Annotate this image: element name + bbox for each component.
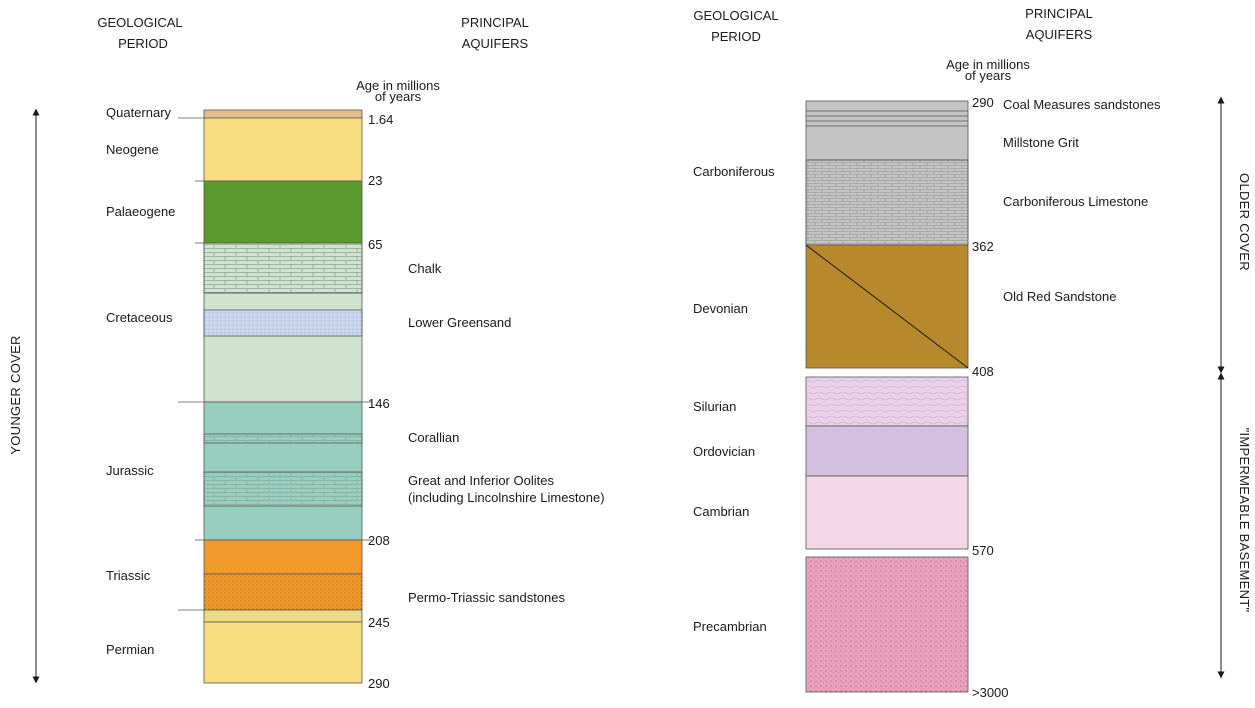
right-age-label-line1: Age in millions xyxy=(946,57,1030,72)
age-1-64: 1.64 xyxy=(368,112,393,127)
layer-carboniferous-limestone-pattern xyxy=(805,159,969,246)
basement-label: "IMPERMEABLE BASEMENT" xyxy=(1237,428,1252,613)
period-cambrian: Cambrian xyxy=(693,504,749,519)
aquifer-lower-greensand: Lower Greensand xyxy=(408,315,511,330)
age-245: 245 xyxy=(368,615,390,630)
period-permian: Permian xyxy=(106,642,154,657)
layer-oolites-pattern xyxy=(203,471,363,507)
layer-permian xyxy=(203,621,363,684)
layer-ordovician xyxy=(805,425,969,477)
period-triassic: Triassic xyxy=(106,568,151,583)
age-3000: >3000 xyxy=(972,685,1009,700)
age-290-left: 290 xyxy=(368,676,390,691)
aquifer-corallian: Corallian xyxy=(408,430,459,445)
aquifer-carboniferous-limestone: Carboniferous Limestone xyxy=(1003,194,1148,209)
layer-neogene xyxy=(203,117,363,182)
left-header-aquifers-line1: PRINCIPAL xyxy=(461,15,529,30)
aquifer-chalk: Chalk xyxy=(408,261,442,276)
period-silurian: Silurian xyxy=(693,399,736,414)
period-precambrian: Precambrian xyxy=(693,619,767,634)
left-period-labels: Quaternary Neogene Palaeogene Cretaceous… xyxy=(106,105,175,657)
period-devonian: Devonian xyxy=(693,301,748,316)
period-ordovician: Ordovician xyxy=(693,444,755,459)
age-146: 146 xyxy=(368,396,390,411)
younger-cover-indicator: YOUNGER COVER xyxy=(8,108,40,684)
layer-jurassic xyxy=(203,401,363,541)
layer-chalk-pattern xyxy=(203,242,363,294)
right-age-label-line2: of years xyxy=(965,68,1012,83)
layer-permian-upper xyxy=(203,609,363,623)
period-cretaceous: Cretaceous xyxy=(106,310,173,325)
aquifer-oolites-line2: (including Lincolnshire Limestone) xyxy=(408,490,605,505)
aquifer-millstone-grit: Millstone Grit xyxy=(1003,135,1079,150)
period-palaeogene: Palaeogene xyxy=(106,204,175,219)
left-headers: GEOLOGICAL PERIOD PRINCIPAL AQUIFERS Age… xyxy=(97,15,528,104)
left-header-period-line2: PERIOD xyxy=(118,36,168,51)
younger-cover-label: YOUNGER COVER xyxy=(8,335,23,454)
period-quaternary: Quaternary xyxy=(106,105,172,120)
left-header-period-line1: GEOLOGICAL xyxy=(97,15,182,30)
left-column xyxy=(203,109,363,684)
layer-cambrian xyxy=(805,475,969,550)
right-header-period-line2: PERIOD xyxy=(711,29,761,44)
period-neogene: Neogene xyxy=(106,142,159,157)
age-570: 570 xyxy=(972,543,994,558)
left-age-label-line1: Age in millions xyxy=(356,78,440,93)
aquifer-permo-triassic: Permo-Triassic sandstones xyxy=(408,590,566,605)
age-208: 208 xyxy=(368,533,390,548)
age-290-right: 290 xyxy=(972,95,994,110)
left-boundary-ticks xyxy=(178,117,372,611)
age-362: 362 xyxy=(972,239,994,254)
age-23: 23 xyxy=(368,173,382,188)
aquifer-old-red-sandstone: Old Red Sandstone xyxy=(1003,289,1116,304)
right-header-aquifers-line1: PRINCIPAL xyxy=(1025,6,1093,21)
age-65: 65 xyxy=(368,237,382,252)
left-age-label-line2: of years xyxy=(375,89,422,104)
layer-corallian-pattern xyxy=(203,433,363,444)
right-header-aquifers-line2: AQUIFERS xyxy=(1026,27,1093,42)
right-column xyxy=(805,100,969,693)
left-header-aquifers-line2: AQUIFERS xyxy=(462,36,529,51)
period-jurassic: Jurassic xyxy=(106,463,154,478)
layer-palaeogene xyxy=(203,180,363,244)
right-header-period-line1: GEOLOGICAL xyxy=(693,8,778,23)
aquifer-oolites-line1: Great and Inferior Oolites xyxy=(408,473,554,488)
right-headers: GEOLOGICAL PERIOD PRINCIPAL AQUIFERS Age… xyxy=(693,6,1092,83)
layer-quaternary xyxy=(203,109,363,119)
aquifer-coal-measures: Coal Measures sandstones xyxy=(1003,97,1161,112)
older-cover-indicator: OLDER COVER xyxy=(1217,96,1252,374)
age-408: 408 xyxy=(972,364,994,379)
right-age-values: 290 362 408 570 >3000 xyxy=(972,95,1009,700)
layer-triassic-upper xyxy=(203,539,363,575)
right-aquifer-labels: Coal Measures sandstones Millstone Grit … xyxy=(1003,97,1161,304)
older-cover-label: OLDER COVER xyxy=(1237,173,1252,271)
devonian-diagonal xyxy=(805,244,969,369)
period-carboniferous: Carboniferous xyxy=(693,164,775,179)
right-period-labels: Carboniferous Devonian Silurian Ordovici… xyxy=(693,164,775,634)
left-age-values: 1.64 23 65 146 208 245 290 xyxy=(368,112,393,691)
left-aquifer-labels: Chalk Lower Greensand Corallian Great an… xyxy=(408,261,605,605)
basement-indicator: "IMPERMEABLE BASEMENT" xyxy=(1217,372,1252,679)
